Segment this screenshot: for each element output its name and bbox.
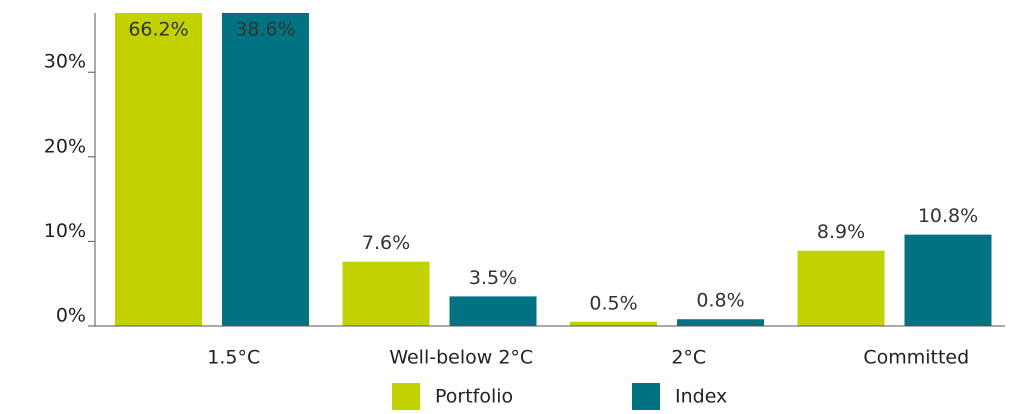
bar	[904, 234, 992, 326]
x-tick-label: 1.5°C	[207, 347, 260, 369]
bar	[570, 321, 657, 326]
value-label: 8.9%	[817, 221, 865, 243]
value-label: 3.5%	[469, 267, 517, 289]
legend-label: Index	[675, 386, 727, 408]
value-label: 0.5%	[589, 292, 637, 314]
value-label: 0.8%	[696, 290, 744, 312]
bar	[677, 319, 764, 326]
x-tick-label: 2°C	[671, 347, 706, 369]
value-label: 10.8%	[918, 205, 978, 227]
bar	[449, 296, 537, 326]
bar	[115, 13, 202, 326]
y-tick-label: 20%	[44, 135, 86, 157]
legend-swatch	[632, 383, 660, 410]
y-tick-label: 10%	[44, 220, 86, 242]
value-label: 38.6%	[235, 19, 295, 41]
x-tick-label: Well-below 2°C	[389, 347, 533, 369]
value-label: 7.6%	[362, 232, 410, 254]
legend-label: Portfolio	[435, 386, 513, 408]
y-tick-label: 0%	[56, 305, 86, 327]
legend-swatch	[392, 383, 420, 410]
bar	[222, 13, 309, 326]
value-label: 66.2%	[128, 19, 188, 41]
bar	[797, 250, 885, 326]
bar	[342, 261, 430, 326]
plot-area	[115, 13, 992, 326]
x-tick-label: Committed	[863, 347, 969, 369]
y-tick-label: 30%	[44, 51, 86, 73]
